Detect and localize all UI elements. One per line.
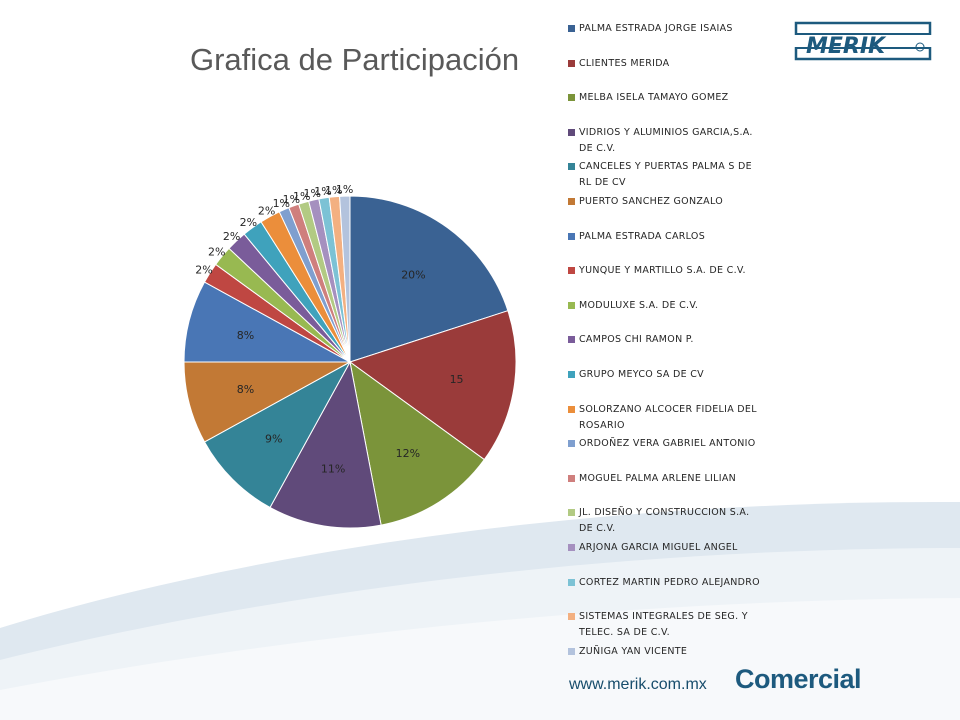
legend-swatch [568,59,575,67]
data-label: 1% [336,183,353,196]
data-label: 1% [283,193,300,206]
legend-label: CORTEZ MARTIN PEDRO ALEJANDRO [579,576,760,588]
legend-item: MOGUEL PALMA ARLENE LILIAN [568,471,763,506]
legend-label: MELBA ISELA TAMAYO GOMEZ [579,92,729,104]
legend-item: PUERTO SANCHEZ GONZALO [568,194,763,229]
legend-item: YUNQUE Y MARTILLO S.A. DE C.V. [568,263,763,298]
data-label: 9% [265,432,282,445]
data-label: 1% [273,197,290,210]
pie-chart: 20%1512%11%9%8%8%2%2%2%2%2%1%1%1%1%1%1%1… [183,183,517,529]
legend-label: GRUPO MEYCO SA DE CV [579,368,704,380]
pie-slice [349,360,485,526]
pie-slice [349,195,509,363]
legend-swatch [568,267,575,275]
legend-label: ORDOÑEZ VERA GABRIEL ANTONIO [579,438,756,450]
legend-item: CLIENTES MERIDA [568,56,763,91]
legend-swatch [568,128,575,136]
legend-swatch [568,25,575,32]
legend-swatch [568,440,575,448]
legend-item: JL. DISEÑO Y CONSTRUCCION S.A. DE C.V. [568,505,763,540]
legend-label: SISTEMAS INTEGRALES DE SEG. Y TELEC. SA … [579,611,748,639]
legend-label: CANCELES Y PUERTAS PALMA S DE RL DE CV [579,161,752,189]
legend-swatch [568,578,575,586]
legend-swatch [568,474,575,482]
legend-label: JL. DISEÑO Y CONSTRUCCION S.A. DE C.V. [579,507,750,535]
pie-slice [269,360,382,529]
data-label: 12% [396,447,420,460]
legend-swatch [568,94,575,102]
legend-label: PUERTO SANCHEZ GONZALO [579,195,723,207]
data-label: 2% [195,263,212,276]
merik-logo: MERIK [792,21,932,61]
legend-label: MODULUXE S.A. DE C.V. [579,299,699,311]
data-label: 2% [240,216,257,229]
legend-swatch [568,647,575,655]
data-label: 1% [325,184,342,197]
data-label: 20% [401,269,425,282]
legend-item: SISTEMAS INTEGRALES DE SEG. Y TELEC. SA … [568,609,763,644]
legend-item: PALMA ESTRADA JORGE ISAIAS [568,21,763,56]
legend-swatch [568,197,575,205]
data-label: 2% [258,204,275,217]
legend-label: PALMA ESTRADA CARLOS [579,230,706,242]
legend-swatch [568,301,575,309]
data-label: 8% [237,329,254,342]
chart-legend: PALMA ESTRADA JORGE ISAIAS CLIENTES MERID… [568,21,763,660]
legend-swatch [568,509,575,517]
legend-item: MELBA ISELA TAMAYO GOMEZ [568,90,763,125]
legend-label: CAMPOS CHI RAMON P. [579,334,694,346]
legend-item: GRUPO MEYCO SA DE CV [568,367,763,402]
legend-swatch [568,163,575,171]
legend-label: SOLORZANO ALCOCER FIDELIA DEL ROSARIO [579,403,757,431]
data-label: 15 [450,373,464,386]
data-label: 8% [237,383,254,396]
legend-item: ARJONA GARCIA MIGUEL ANGEL [568,540,763,575]
legend-item: ZUÑIGA YAN VICENTE [568,644,763,660]
legend-item: MODULUXE S.A. DE C.V. [568,298,763,333]
legend-item: ORDOÑEZ VERA GABRIEL ANTONIO [568,436,763,471]
data-label: 1% [314,185,331,198]
legend-item: CAMPOS CHI RAMON P. [568,332,763,367]
legend-swatch [568,543,575,551]
footer-brand: Comercial [735,664,862,694]
legend-swatch [568,336,575,344]
legend-swatch [568,405,575,413]
data-label: 2% [223,230,240,243]
legend-label: ARJONA GARCIA MIGUEL ANGEL [579,541,738,553]
legend-item: PALMA ESTRADA CARLOS [568,229,763,264]
legend-swatch [568,232,575,240]
website-link[interactable]: www.merik.com.mx [569,676,707,693]
legend-label: PALMA ESTRADA JORGE ISAIAS [579,23,733,34]
page-title: Grafica de Participación [190,42,520,77]
pie-slice [339,195,351,363]
data-label: 11% [321,463,345,476]
legend-swatch [568,370,575,378]
legend-label: MOGUEL PALMA ARLENE LILIAN [579,472,737,484]
data-label: 2% [208,246,225,259]
legend-swatch [568,613,575,621]
legend-item: VIDRIOS Y ALUMINIOS GARCIA,S.A. DE C.V. [568,125,763,160]
legend-item: CANCELES Y PUERTAS PALMA S DE RL DE CV [568,159,763,194]
legend-label: CLIENTES MERIDA [579,57,670,69]
legend-item: CORTEZ MARTIN PEDRO ALEJANDRO [568,575,763,610]
legend-label: VIDRIOS Y ALUMINIOS GARCIA,S.A. DE C.V. [579,126,753,154]
logo-wordmark: MERIK [806,34,887,59]
data-label: 1% [304,187,321,200]
pie-slice [203,360,352,509]
legend-label: ZUÑIGA YAN VICENTE [579,645,688,657]
legend-label: YUNQUE Y MARTILLO S.A. DE C.V. [579,265,746,277]
data-label: 1% [293,190,310,203]
legend-item: SOLORZANO ALCOCER FIDELIA DEL ROSARIO [568,402,763,437]
pie-slice [348,310,517,461]
